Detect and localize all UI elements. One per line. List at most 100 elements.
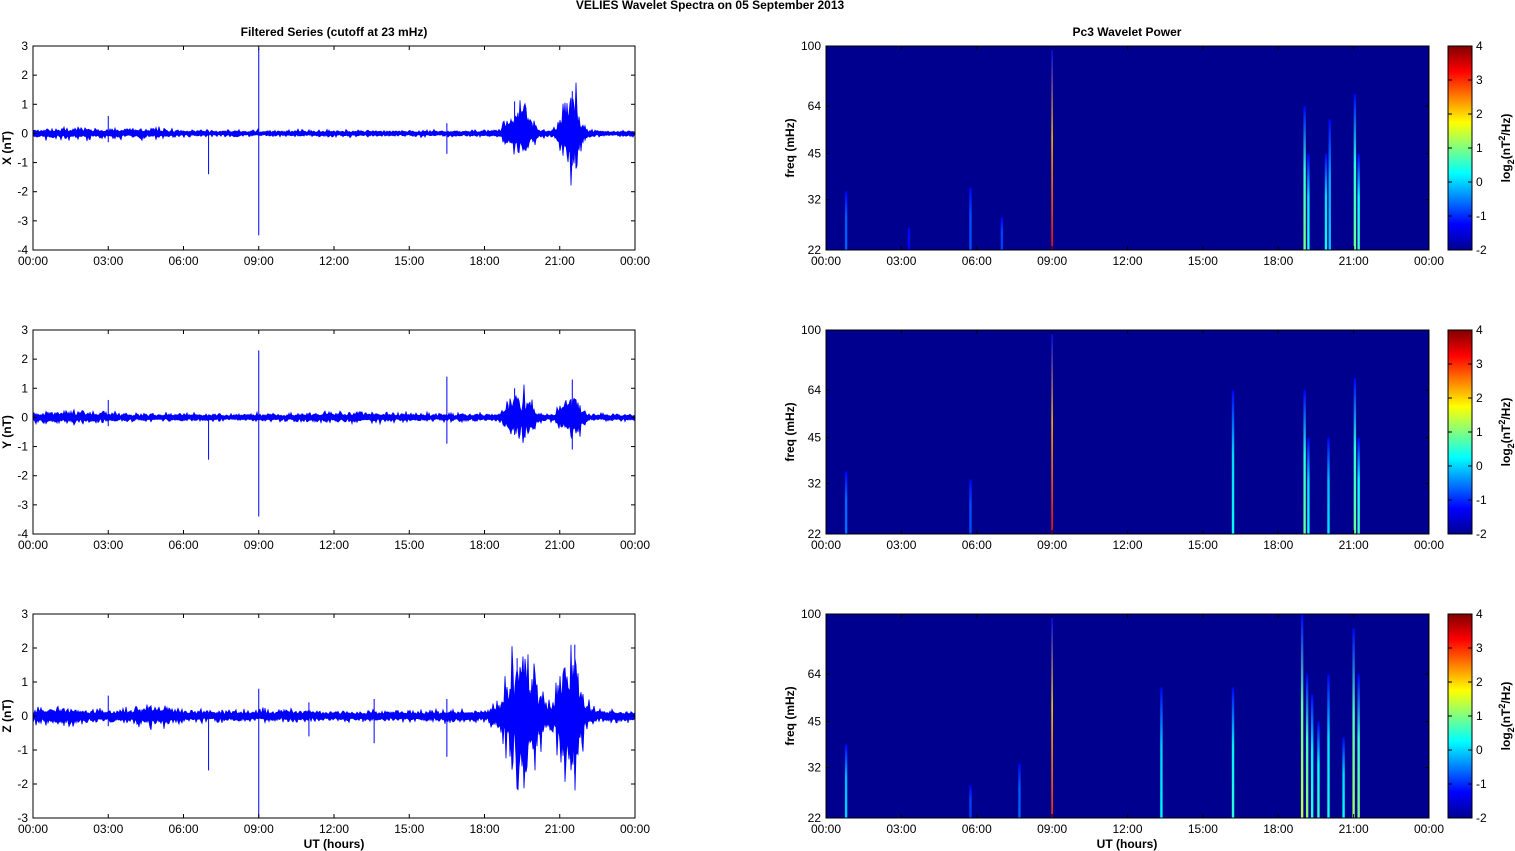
spectrum-z-streak — [844, 744, 848, 818]
series-z-ytick-label: -3 — [17, 811, 28, 825]
spectrum-y-xtick-label: 09:00 — [1037, 538, 1067, 552]
spectrum-y-cbar-label-part: /Hz) — [1499, 398, 1513, 420]
series-x-xtick-label: 00:00 — [18, 254, 48, 268]
series-y-xtick-label: 12:00 — [319, 538, 349, 552]
series-y-ytick-label: -3 — [17, 498, 28, 512]
series-x-trace — [32, 48, 636, 236]
spectrum-x-background — [826, 46, 1429, 250]
spectrum-y-colorbar-label: log2(nT2/Hz) — [1497, 398, 1515, 467]
spectrum-z-cbar-tick-label: -2 — [1476, 811, 1487, 825]
spectrum-y-ytick-label: 100 — [801, 323, 821, 337]
series-x-xtick-label: 18:00 — [469, 254, 499, 268]
series-x-xtick-label: 03:00 — [93, 254, 123, 268]
series-y-xtick-label: 06:00 — [168, 538, 198, 552]
spectrum-z-streak — [969, 785, 972, 818]
series-y-ytick-label: -1 — [17, 440, 28, 454]
spectrum-y-streak — [1303, 390, 1306, 534]
series-z-xtick-label: 00:00 — [18, 822, 48, 836]
spectrum-y-cbar-label-part: 2 — [1497, 420, 1507, 425]
spectrum-x-streak — [1353, 94, 1357, 251]
series-y-trace — [32, 350, 636, 517]
spectrum-y-cbar-label-part: 2 — [1506, 443, 1515, 448]
series-x-ytick-label: -1 — [17, 156, 28, 170]
spectrum-x-ytick-label: 45 — [808, 147, 822, 161]
series-z-xtick-label: 00:00 — [620, 822, 650, 836]
spectrum-y-ytick-label: 22 — [808, 527, 822, 541]
spectrum-x-ytick-label: 32 — [808, 193, 822, 207]
spectrum-z-xlabel: UT (hours) — [1097, 837, 1158, 851]
spectrum-x-streak — [907, 227, 911, 250]
spectrum-z-cbar-tick-label: 0 — [1476, 743, 1483, 757]
spectrum-z-streak — [1357, 674, 1360, 818]
spectrum-column-title: Pc3 Wavelet Power — [1073, 25, 1182, 39]
spectrum-z-cbar-tick-label: -1 — [1476, 777, 1487, 791]
spectrum-x-streak — [1328, 119, 1331, 250]
series-y-xtick-label: 15:00 — [394, 538, 424, 552]
series-z-panel: 00:00 03:00 06:00 09:00 12:00 15:00 18:00 21:00… — [0, 607, 650, 851]
spectrum-x-cbar-tick-label: 3 — [1476, 73, 1483, 87]
series-x-ytick-label: -3 — [17, 214, 28, 228]
spectrum-x-cbar-label-part: (nT — [1499, 140, 1513, 159]
spectrum-z-cbar-label-part: /Hz) — [1499, 682, 1513, 704]
spectrum-z-cbar-tick-label: 2 — [1476, 675, 1483, 689]
series-z-trace — [32, 644, 636, 818]
spectrum-z-xtick-label: 15:00 — [1188, 822, 1218, 836]
series-y-xtick-label: 18:00 — [469, 538, 499, 552]
series-x-ytick-label: 3 — [21, 39, 28, 53]
spectrum-y-ylabel: freq (mHz) — [783, 402, 797, 461]
spectrum-z-ytick-label: 22 — [808, 811, 822, 825]
series-x-noise-band — [32, 82, 636, 186]
series-x-ytick-label: 0 — [21, 126, 28, 140]
spectrum-z-colorbar-ticks: 4 3 2 1 0 -1 -2 — [1448, 607, 1487, 825]
spectrum-x-streak — [969, 187, 972, 250]
spectrum-y-cbar-tick-label: 2 — [1476, 391, 1483, 405]
series-z-ytick-label: 1 — [21, 675, 28, 689]
series-z-xtick-label: 06:00 — [168, 822, 198, 836]
spectrum-z-streak — [1342, 737, 1345, 818]
series-y-ytick-label: -2 — [17, 469, 28, 483]
spectrum-x-xtick-label: 00:00 — [1414, 254, 1444, 268]
series-y-ytick-label: 2 — [21, 352, 28, 366]
spectrum-z-streak — [1018, 763, 1021, 818]
series-z-xtick-label: 09:00 — [244, 822, 274, 836]
spectrum-z-ytick-label: 100 — [801, 607, 821, 621]
spectrum-x-colorbar-label: log2(nT2/Hz) — [1497, 114, 1515, 183]
spectrum-z-ytick-label: 32 — [808, 761, 822, 775]
series-y-axes-frame — [32, 329, 636, 535]
spectrum-y-ytick-label: 45 — [808, 431, 822, 445]
series-x-xtick-label: 09:00 — [244, 254, 274, 268]
spectrum-z-xtick-label: 09:00 — [1037, 822, 1067, 836]
spectrum-z-streak — [1327, 674, 1330, 818]
spectrum-x-xtick-label: 18:00 — [1263, 254, 1293, 268]
spectrum-z-streak — [1231, 687, 1235, 818]
spectrum-z-streak — [1051, 614, 1053, 818]
spectrum-z-streaks — [844, 614, 1360, 818]
series-z-xtick-label: 15:00 — [394, 822, 424, 836]
series-z-xtick-label: 18:00 — [469, 822, 499, 836]
spectrum-z-streak — [1352, 628, 1355, 818]
spectrum-x-cbar-tick-label: -1 — [1476, 209, 1487, 223]
spectrum-z-background — [826, 614, 1429, 818]
spectrum-y-xtick-label: 03:00 — [886, 538, 916, 552]
series-y-ylabel: Y (nT) — [0, 415, 14, 449]
spectrum-x-cbar-tick-label: 4 — [1476, 39, 1483, 53]
series-z-xtick-label: 03:00 — [93, 822, 123, 836]
series-z-xlabel: UT (hours) — [304, 837, 365, 851]
series-x-axes-frame — [32, 45, 636, 251]
spectrum-z-ylabel: freq (mHz) — [783, 686, 797, 745]
spectrum-x-streak — [1303, 106, 1306, 250]
spectrum-y-xtick-label: 00:00 — [811, 538, 841, 552]
spectrum-x-streak — [1051, 46, 1053, 250]
series-x-ticks: 00:00 03:00 06:00 09:00 12:00 15:00 18:00 21:00… — [17, 39, 650, 268]
series-column-title: Filtered Series (cutoff at 23 mHz) — [241, 25, 428, 39]
spectrum-x-xtick-label: 06:00 — [962, 254, 992, 268]
spectrum-x-ytick-label: 100 — [801, 39, 821, 53]
spectrum-y-streak — [969, 479, 972, 534]
spectrum-z-xtick-label: 00:00 — [811, 822, 841, 836]
spectrum-z-cbar-tick-label: 3 — [1476, 641, 1483, 655]
spectrum-y-cbar-tick-label: -1 — [1476, 493, 1487, 507]
spectrum-x-xtick-label: 09:00 — [1037, 254, 1067, 268]
spectrum-x-streaks — [844, 46, 1360, 251]
spectrum-y-streak — [1353, 378, 1357, 534]
